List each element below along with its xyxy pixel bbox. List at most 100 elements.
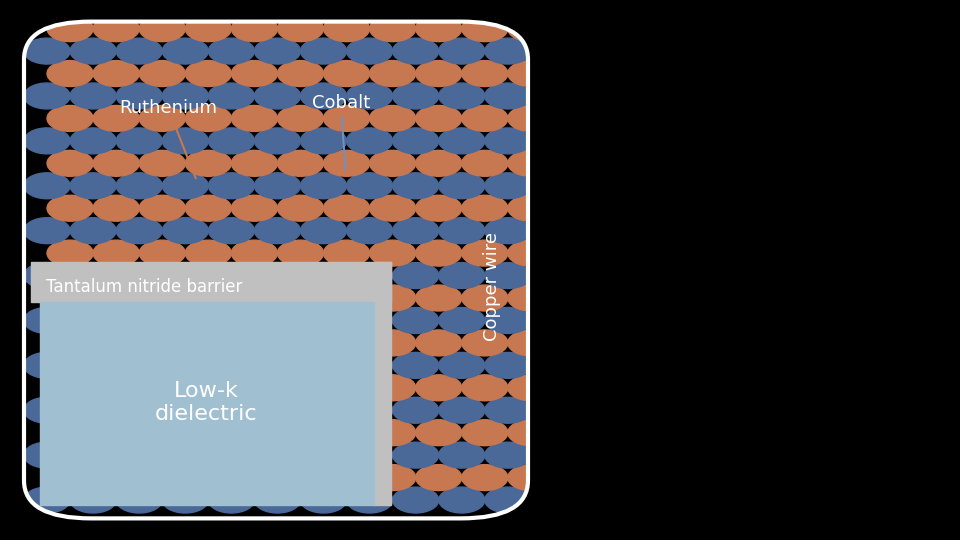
Circle shape <box>416 16 462 42</box>
Circle shape <box>254 442 300 468</box>
Circle shape <box>139 375 185 401</box>
Circle shape <box>347 262 393 288</box>
Circle shape <box>393 353 439 379</box>
Circle shape <box>162 487 208 513</box>
Circle shape <box>185 375 231 401</box>
Circle shape <box>508 285 554 311</box>
Circle shape <box>231 285 277 311</box>
Circle shape <box>47 150 93 176</box>
Circle shape <box>439 38 485 64</box>
Circle shape <box>277 464 324 490</box>
Circle shape <box>508 195 554 221</box>
Circle shape <box>47 105 93 131</box>
Circle shape <box>116 397 162 423</box>
Circle shape <box>254 397 300 423</box>
Circle shape <box>347 442 393 468</box>
Circle shape <box>24 83 70 109</box>
Circle shape <box>208 353 254 379</box>
Circle shape <box>231 240 277 266</box>
Circle shape <box>277 150 324 176</box>
Circle shape <box>531 262 577 288</box>
Circle shape <box>47 330 93 356</box>
Circle shape <box>462 375 508 401</box>
Circle shape <box>393 83 439 109</box>
Circle shape <box>370 330 416 356</box>
Circle shape <box>93 285 139 311</box>
Circle shape <box>47 464 93 490</box>
Circle shape <box>185 195 231 221</box>
Circle shape <box>277 240 324 266</box>
Circle shape <box>185 240 231 266</box>
Circle shape <box>231 464 277 490</box>
Circle shape <box>462 195 508 221</box>
Circle shape <box>70 0 116 19</box>
Circle shape <box>439 262 485 288</box>
Circle shape <box>393 128 439 154</box>
Circle shape <box>185 330 231 356</box>
Circle shape <box>47 60 93 86</box>
Circle shape <box>485 128 531 154</box>
Circle shape <box>439 397 485 423</box>
Circle shape <box>324 240 370 266</box>
Circle shape <box>47 16 93 42</box>
Circle shape <box>162 173 208 199</box>
Circle shape <box>370 105 416 131</box>
Circle shape <box>324 16 370 42</box>
Circle shape <box>139 464 185 490</box>
Circle shape <box>24 353 70 379</box>
Circle shape <box>393 442 439 468</box>
Circle shape <box>116 0 162 19</box>
Circle shape <box>439 442 485 468</box>
Circle shape <box>393 218 439 244</box>
Circle shape <box>300 353 347 379</box>
Circle shape <box>162 38 208 64</box>
Circle shape <box>462 16 508 42</box>
Circle shape <box>347 83 393 109</box>
Circle shape <box>277 285 324 311</box>
Circle shape <box>324 105 370 131</box>
Circle shape <box>70 173 116 199</box>
Circle shape <box>93 330 139 356</box>
Circle shape <box>531 397 577 423</box>
Circle shape <box>162 397 208 423</box>
Circle shape <box>347 218 393 244</box>
Circle shape <box>254 0 300 19</box>
Circle shape <box>70 262 116 288</box>
Circle shape <box>300 173 347 199</box>
Circle shape <box>462 285 508 311</box>
Circle shape <box>370 240 416 266</box>
Circle shape <box>93 16 139 42</box>
Circle shape <box>93 375 139 401</box>
Circle shape <box>393 307 439 333</box>
Circle shape <box>208 38 254 64</box>
Circle shape <box>116 487 162 513</box>
Circle shape <box>116 173 162 199</box>
Circle shape <box>139 60 185 86</box>
Circle shape <box>347 38 393 64</box>
Circle shape <box>416 60 462 86</box>
Circle shape <box>485 83 531 109</box>
Circle shape <box>185 105 231 131</box>
Circle shape <box>208 262 254 288</box>
Circle shape <box>139 330 185 356</box>
Circle shape <box>93 195 139 221</box>
Circle shape <box>531 0 577 19</box>
Circle shape <box>277 420 324 446</box>
Circle shape <box>24 128 70 154</box>
Circle shape <box>208 442 254 468</box>
Circle shape <box>393 397 439 423</box>
Circle shape <box>93 60 139 86</box>
Circle shape <box>208 307 254 333</box>
Circle shape <box>508 464 554 490</box>
Circle shape <box>116 218 162 244</box>
Circle shape <box>508 16 554 42</box>
Circle shape <box>24 38 70 64</box>
Circle shape <box>324 464 370 490</box>
Circle shape <box>116 442 162 468</box>
Circle shape <box>70 83 116 109</box>
Circle shape <box>393 487 439 513</box>
Circle shape <box>416 105 462 131</box>
Circle shape <box>416 464 462 490</box>
Circle shape <box>531 487 577 513</box>
Circle shape <box>208 173 254 199</box>
